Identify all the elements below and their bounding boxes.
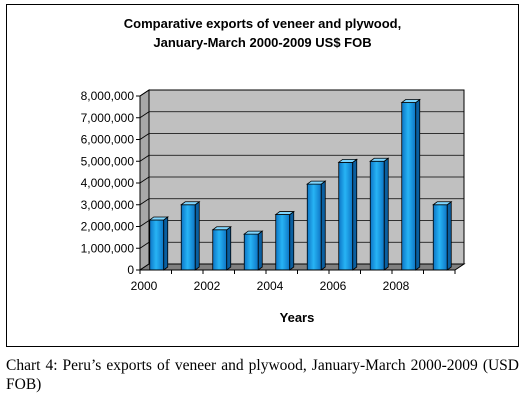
- bar-front: [243, 233, 259, 271]
- y-tick-label: 1,000,000: [81, 241, 135, 255]
- bar-top: [243, 230, 264, 235]
- bar-top: [274, 211, 295, 215]
- bar-front: [401, 102, 417, 271]
- grid-line-side: [139, 89, 150, 97]
- bar-2000: [148, 216, 169, 271]
- bar-front: [149, 219, 165, 271]
- x-axis-title: Years: [280, 310, 315, 325]
- y-tick-label: 2,000,000: [81, 220, 135, 234]
- bar-2007: [369, 157, 390, 271]
- y-tick-label: 0: [127, 263, 134, 277]
- bar-2009: [432, 200, 453, 271]
- figure-caption: Chart 4: Peru’s exports of veneer and pl…: [6, 357, 519, 393]
- y-tick-label: 4,000,000: [81, 176, 135, 190]
- grid-line-side: [139, 176, 150, 184]
- x-tick-label: 2002: [194, 279, 221, 293]
- chart-title-line-2: January-March 2000-2009 US$ FOB: [153, 35, 372, 50]
- bar-2008: [400, 98, 421, 271]
- bar-top: [211, 226, 232, 231]
- bar-side: [194, 200, 200, 271]
- bar-2004: [274, 210, 295, 271]
- grid-line-side: [139, 111, 150, 119]
- bar-top: [432, 201, 453, 206]
- y-tick-label: 3,000,000: [81, 198, 135, 212]
- bar-side: [415, 98, 421, 271]
- bar-side: [320, 180, 326, 271]
- y-tick-label: 8,000,000: [81, 89, 135, 103]
- bar-front: [369, 160, 385, 271]
- bar-side: [163, 216, 169, 271]
- bar-top: [148, 216, 169, 221]
- bar-side: [226, 225, 232, 271]
- bar-front: [212, 229, 228, 271]
- bar-front: [338, 161, 354, 271]
- bar-side: [289, 210, 295, 271]
- bars: [148, 98, 453, 271]
- bar-side: [257, 230, 263, 271]
- grid-line-side: [139, 198, 150, 206]
- bar-top: [306, 180, 327, 185]
- bar-front: [275, 214, 291, 271]
- y-tick-label: 7,000,000: [81, 111, 135, 125]
- chart-title-line-1: Comparative exports of veneer and plywoo…: [123, 16, 402, 31]
- bar-front: [180, 204, 196, 271]
- bar-2001: [180, 200, 201, 271]
- grid-line-side: [139, 154, 150, 162]
- grid-line-side: [139, 220, 150, 227]
- bar-top: [337, 158, 358, 163]
- bar-top: [369, 157, 390, 162]
- y-tick-label: 5,000,000: [81, 154, 135, 168]
- y-axis-ticks: 0 1,000,000 2,000,000 3,000,000 4,000,000 5,0…: [81, 89, 141, 277]
- x-axis-ticks: 2000 2002 2004 2006 2008: [131, 269, 456, 293]
- bar-top: [400, 99, 421, 103]
- x-tick-label: 2008: [383, 279, 410, 293]
- chart-title: Comparative exports of veneer and plywoo…: [6, 14, 519, 52]
- bar-2006: [337, 158, 358, 271]
- bar-top: [180, 201, 201, 206]
- bar-2005: [306, 180, 327, 271]
- bar-chart: 0 1,000,000 2,000,000 3,000,000 4,000,000 5,0…: [81, 89, 466, 325]
- bar-side: [383, 157, 389, 271]
- x-tick-label: 2004: [257, 279, 284, 293]
- bar-side: [446, 200, 452, 271]
- grid-line-side: [139, 241, 150, 249]
- bar-front: [432, 204, 448, 271]
- bar-front: [306, 183, 322, 271]
- bar-side: [352, 158, 358, 271]
- bar-2003: [243, 230, 264, 271]
- bar-2002: [211, 225, 232, 271]
- y-tick-label: 6,000,000: [81, 133, 135, 147]
- x-tick-label: 2006: [320, 279, 347, 293]
- x-tick-label: 2000: [131, 279, 158, 293]
- grid-line-side: [139, 133, 150, 140]
